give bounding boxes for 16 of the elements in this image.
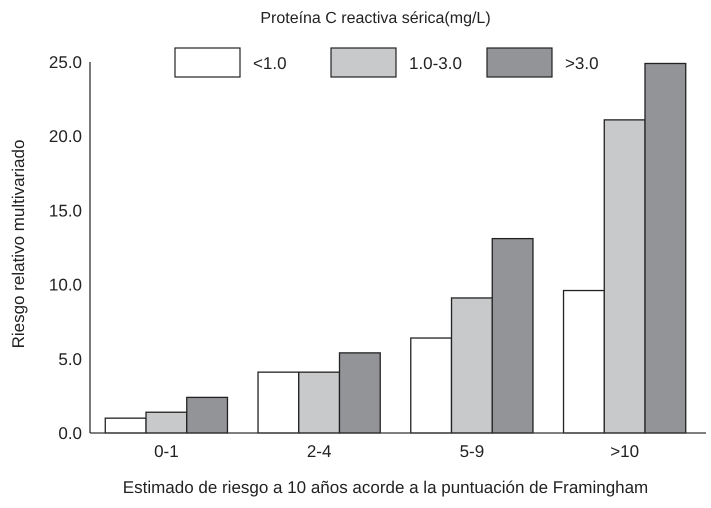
y-tick-label: 0.0 xyxy=(58,424,82,443)
y-tick-label: 20.0 xyxy=(48,127,82,146)
y-tick-label: 15.0 xyxy=(48,201,82,220)
x-tick-label: >10 xyxy=(610,442,640,461)
x-axis-title: Estimado de riesgo a 10 años acorde a la puntuación de Framingham xyxy=(122,478,648,497)
y-tick-label: 5.0 xyxy=(58,350,82,369)
x-tick-label: 2-4 xyxy=(306,442,332,461)
legend-label: 1.0-3.0 xyxy=(409,54,462,73)
y-tick-label: 25.0 xyxy=(48,52,82,72)
y-tick-label: 10.0 xyxy=(48,276,82,295)
legend-title: Proteína C reactiva sérica(mg/L) xyxy=(260,10,491,27)
x-tick-label: 5-9 xyxy=(460,442,484,461)
x-tick-label: 0-1 xyxy=(154,442,179,461)
y-axis-title: Riesgo relativo multivariado xyxy=(9,140,28,348)
legend-label: <1.0 xyxy=(253,54,287,73)
legend-label: >3.0 xyxy=(565,54,599,73)
